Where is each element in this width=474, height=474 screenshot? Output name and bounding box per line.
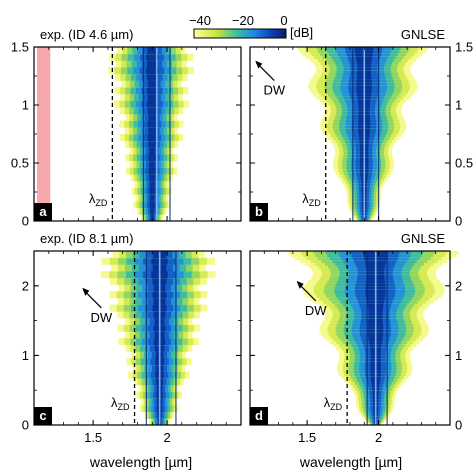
spectrum-band: [148, 113, 156, 122]
dw-label: DW: [263, 83, 285, 98]
spectrum-band: [147, 134, 157, 142]
colorbar: −40 −20 0 [dB]: [189, 13, 313, 40]
x-axis-label-right: wavelength [µm]: [299, 454, 402, 470]
dw-label: DW: [90, 310, 112, 325]
zd-label-subscript: ZD: [309, 198, 321, 208]
spectrum-band: [146, 53, 159, 61]
shaded-region: [36, 47, 51, 221]
zd-label-subscript: ZD: [118, 402, 130, 412]
colorbar-gradient: [193, 28, 287, 39]
spectrum: [108, 47, 194, 222]
y-tick-label: 2: [455, 278, 462, 293]
spectrum-band: [147, 47, 158, 55]
y-tick-label: 0: [455, 418, 462, 433]
spectrum-band: [148, 127, 156, 135]
panel-c-title: exp. (ID 8.1 µm): [40, 231, 133, 246]
y-tick-label: 1: [455, 348, 462, 363]
dw-arrowhead: [82, 287, 90, 296]
panel-a-title: exp. (ID 4.6 µm): [40, 27, 133, 42]
spectrum-band: [150, 207, 155, 215]
dw-arrowhead: [255, 60, 263, 69]
spectrum-band: [148, 140, 156, 148]
colorbar-tick-label: −20: [232, 13, 254, 28]
panel-letter-badge: [250, 407, 268, 425]
panel-b-title: GNLSE: [401, 27, 445, 42]
spectrum-band: [147, 107, 157, 115]
zd-label-subscript: ZD: [330, 402, 342, 412]
spectrum-band: [149, 187, 156, 195]
spectrum-band: [149, 174, 156, 182]
dw-arrowhead: [296, 280, 304, 289]
x-tick-label: 1.5: [298, 430, 316, 445]
panel-letter-badge: [250, 203, 268, 221]
spectrum-band: [147, 60, 158, 68]
panel-letter-badge: [34, 407, 52, 425]
y-tick-label: 1: [455, 98, 462, 113]
colorbar-unit: [dB]: [290, 25, 313, 40]
panel-letter: b: [255, 204, 263, 219]
spectrum-band: [147, 93, 157, 101]
spectrum-band: [146, 67, 159, 75]
y-tick-label: 0: [455, 214, 462, 229]
y-tick-label: 1.5: [11, 40, 29, 55]
spectrum-band: [149, 147, 156, 155]
y-tick-label: 1: [22, 348, 29, 363]
spectrum-band: [148, 154, 156, 162]
zd-label-subscript: ZD: [95, 198, 107, 208]
y-tick-label: 2: [22, 278, 29, 293]
spectrum-band: [149, 194, 155, 202]
panel-letter: c: [39, 408, 46, 423]
spectrum-band: [150, 214, 154, 222]
y-tick-label: 0: [22, 418, 29, 433]
panel-letter: a: [39, 204, 47, 219]
colorbar-tick-label: −40: [189, 13, 211, 28]
spectrum-band: [146, 100, 158, 108]
y-tick-label: 1.5: [455, 40, 473, 55]
y-tick-label: 0: [22, 214, 29, 229]
panel-letter-badge: [34, 203, 52, 221]
x-tick-label: 2: [375, 430, 382, 445]
panel-d-title: GNLSE: [401, 231, 445, 246]
colorbar-tick-label: 0: [280, 13, 287, 28]
spectrum-band: [149, 200, 155, 209]
x-axis-label-left: wavelength [µm]: [89, 454, 192, 470]
spectrum-band: [149, 180, 155, 188]
spectrum-band: [147, 80, 157, 88]
x-tick-label: 2: [163, 430, 170, 445]
x-tick-label: 1.5: [84, 430, 102, 445]
spectrum-band: [148, 167, 156, 175]
spectrum-band: [146, 73, 158, 81]
y-tick-label: 0.5: [11, 156, 29, 171]
y-tick-label: 1: [22, 98, 29, 113]
panel-letter: d: [255, 408, 263, 423]
spectrum-band: [149, 160, 156, 168]
y-tick-label: 0.5: [455, 156, 473, 171]
spectrum-band: [146, 87, 158, 95]
spectrum-band: [147, 120, 157, 128]
dw-label: DW: [305, 303, 327, 318]
